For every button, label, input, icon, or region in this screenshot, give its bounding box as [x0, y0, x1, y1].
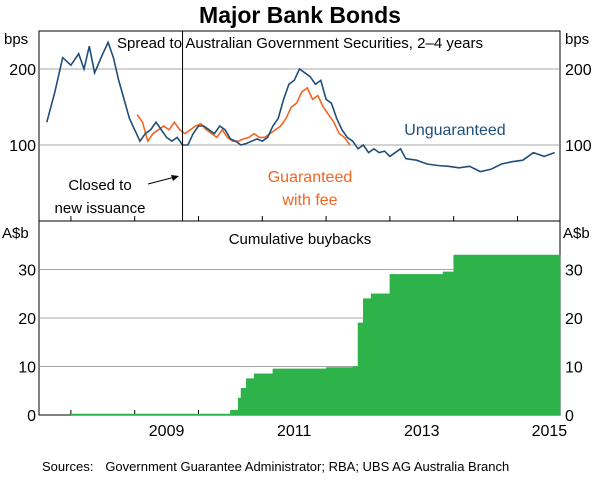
- bottom-panel-title: Cumulative buybacks: [229, 231, 372, 248]
- top-right-tick-label-100: 100: [565, 138, 592, 155]
- guaranteed-series-label-line2: with fee: [281, 192, 337, 209]
- guaranteed-series-label-line1: Guaranteed: [268, 169, 353, 186]
- unguaranteed-series-line: [46, 40, 555, 173]
- top-left-unit-label: bps: [4, 31, 28, 48]
- sources-label: Sources:: [42, 459, 94, 474]
- unguaranteed-series-label: Unguaranteed: [404, 122, 505, 139]
- top-right-tick-label-200: 200: [565, 62, 592, 79]
- chart-title: Major Bank Bonds: [199, 2, 401, 28]
- top-panel-tick-labels: 100 100 200 200: [9, 62, 592, 155]
- bottom-left-tick-label-30: 30: [18, 263, 36, 280]
- x-tick-label-2013: 2013: [404, 423, 440, 440]
- x-tick-label-2015: 2015: [532, 423, 568, 440]
- x-tick-label-2009: 2009: [149, 423, 185, 440]
- bottom-right-tick-label-20: 20: [565, 311, 583, 328]
- buybacks-area: [70, 254, 561, 416]
- bottom-left-tick-label-20: 20: [18, 311, 36, 328]
- annotation-arrow: [147, 176, 176, 185]
- top-right-unit-label: bps: [565, 31, 589, 48]
- bottom-left-tick-label-10: 10: [18, 360, 36, 377]
- bottom-right-tick-label-30: 30: [565, 263, 583, 280]
- sources-text: Government Guarantee Administrator; RBA;…: [105, 459, 510, 474]
- bottom-left-tick-label-0: 0: [27, 408, 36, 425]
- bottom-right-tick-label-10: 10: [565, 360, 583, 377]
- annotation-label-line1: Closed to: [68, 177, 131, 194]
- guaranteed-series-line: [136, 86, 351, 146]
- annotation-arrowhead: [171, 175, 179, 181]
- bottom-panel-tick-labels: 0 0 10 10 20 20 30 30: [18, 263, 583, 426]
- bottom-right-tick-label-0: 0: [565, 408, 574, 425]
- top-left-tick-label-200: 200: [9, 62, 36, 79]
- x-tick-label-2011: 2011: [277, 423, 312, 440]
- top-panel-title: Spread to Australian Government Securiti…: [117, 35, 483, 52]
- top-left-tick-label-100: 100: [9, 138, 36, 155]
- x-axis-tick-labels: 2009 2011 2013 2015: [70, 216, 568, 440]
- bottom-right-unit-label: A$b: [563, 225, 590, 242]
- sources-note: Sources: Government Guarantee Administra…: [42, 459, 562, 474]
- annotation-label-line2: new issuance: [55, 200, 146, 217]
- bottom-left-unit-label: A$b: [2, 225, 29, 242]
